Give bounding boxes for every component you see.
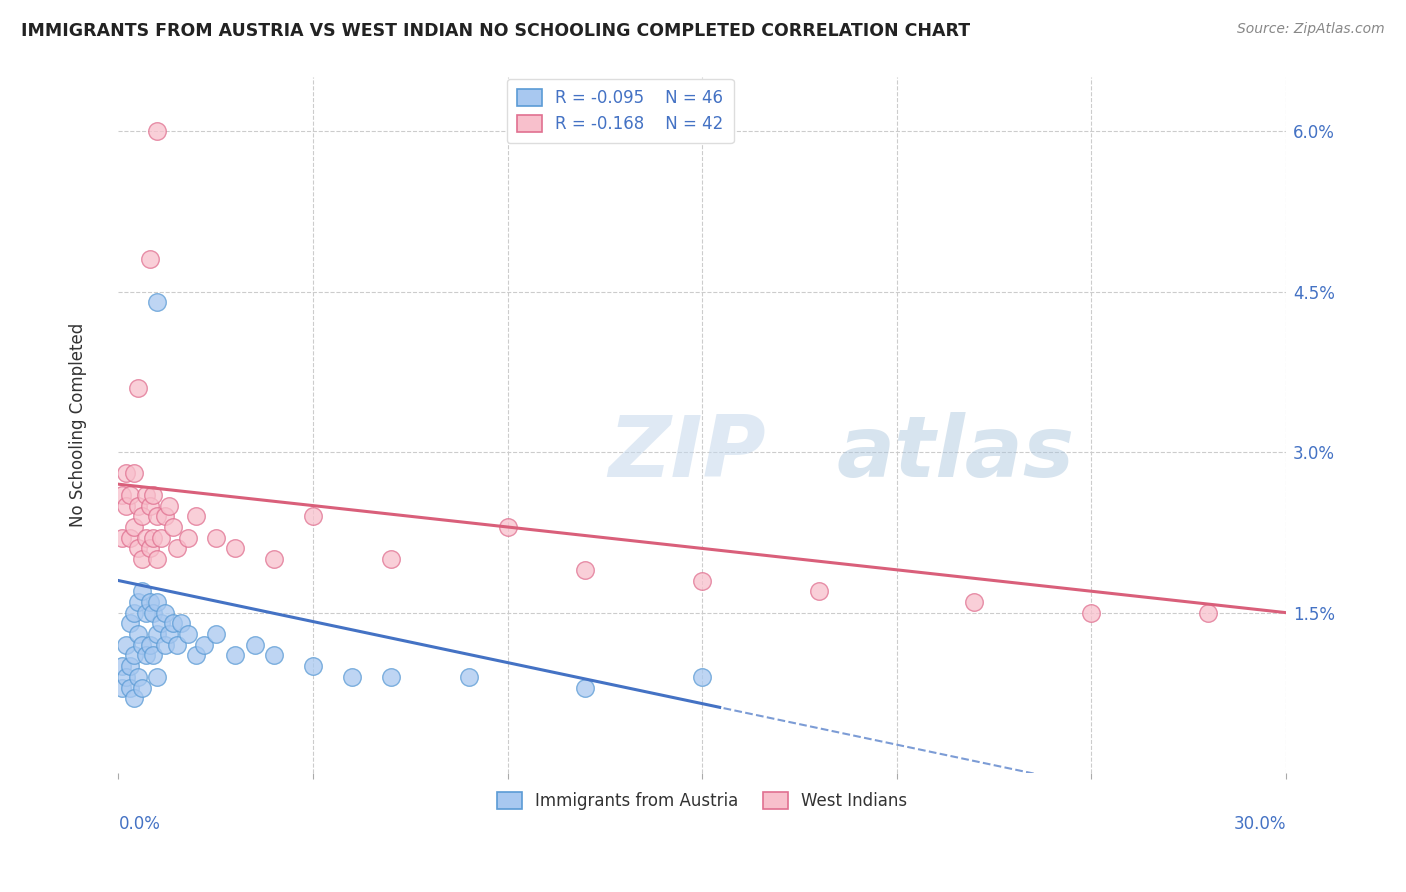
Point xyxy=(193,638,215,652)
Point xyxy=(457,670,479,684)
Point xyxy=(142,606,165,620)
Point xyxy=(127,670,149,684)
Point xyxy=(146,627,169,641)
Point xyxy=(157,499,180,513)
Point xyxy=(153,606,176,620)
Point xyxy=(122,467,145,481)
Text: ZIP: ZIP xyxy=(609,411,766,495)
Point xyxy=(115,499,138,513)
Point xyxy=(127,595,149,609)
Point xyxy=(146,509,169,524)
Point xyxy=(115,467,138,481)
Point xyxy=(166,638,188,652)
Point xyxy=(122,520,145,534)
Point xyxy=(122,648,145,663)
Point xyxy=(127,627,149,641)
Point xyxy=(380,670,402,684)
Text: atlas: atlas xyxy=(837,411,1074,495)
Point xyxy=(135,648,157,663)
Point xyxy=(127,499,149,513)
Point xyxy=(131,638,153,652)
Point xyxy=(243,638,266,652)
Point xyxy=(118,659,141,673)
Point xyxy=(111,488,134,502)
Point xyxy=(204,531,226,545)
Point xyxy=(169,616,191,631)
Point xyxy=(574,681,596,695)
Point xyxy=(146,552,169,566)
Point xyxy=(142,488,165,502)
Point xyxy=(138,499,160,513)
Point xyxy=(127,381,149,395)
Point xyxy=(135,606,157,620)
Point xyxy=(162,616,184,631)
Point xyxy=(302,659,325,673)
Point xyxy=(146,124,169,138)
Point xyxy=(186,648,208,663)
Point xyxy=(496,520,519,534)
Point xyxy=(135,531,157,545)
Point xyxy=(138,541,160,556)
Point xyxy=(186,509,208,524)
Point xyxy=(224,648,246,663)
Point xyxy=(150,616,173,631)
Point xyxy=(111,681,134,695)
Point xyxy=(177,531,200,545)
Text: IMMIGRANTS FROM AUSTRIA VS WEST INDIAN NO SCHOOLING COMPLETED CORRELATION CHART: IMMIGRANTS FROM AUSTRIA VS WEST INDIAN N… xyxy=(21,22,970,40)
Point xyxy=(204,627,226,641)
Point xyxy=(807,584,830,599)
Point xyxy=(131,509,153,524)
Point xyxy=(380,552,402,566)
Point xyxy=(150,531,173,545)
Legend: Immigrants from Austria, West Indians: Immigrants from Austria, West Indians xyxy=(489,786,914,817)
Point xyxy=(138,595,160,609)
Point xyxy=(690,670,713,684)
Point xyxy=(690,574,713,588)
Point xyxy=(1080,606,1102,620)
Point xyxy=(224,541,246,556)
Point xyxy=(118,616,141,631)
Point xyxy=(177,627,200,641)
Point xyxy=(115,670,138,684)
Point xyxy=(131,681,153,695)
Point xyxy=(118,488,141,502)
Point xyxy=(118,681,141,695)
Point xyxy=(153,509,176,524)
Point xyxy=(111,531,134,545)
Point xyxy=(263,552,285,566)
Point xyxy=(138,638,160,652)
Text: Source: ZipAtlas.com: Source: ZipAtlas.com xyxy=(1237,22,1385,37)
Point xyxy=(127,541,149,556)
Point xyxy=(115,638,138,652)
Point xyxy=(131,552,153,566)
Point xyxy=(122,691,145,706)
Point xyxy=(111,659,134,673)
Point xyxy=(340,670,363,684)
Point xyxy=(138,252,160,267)
Point xyxy=(166,541,188,556)
Point xyxy=(153,638,176,652)
Point xyxy=(122,606,145,620)
Point xyxy=(135,488,157,502)
Point xyxy=(157,627,180,641)
Point xyxy=(146,670,169,684)
Point xyxy=(146,295,169,310)
Point xyxy=(302,509,325,524)
Text: 0.0%: 0.0% xyxy=(118,815,160,833)
Point xyxy=(118,531,141,545)
Point xyxy=(146,595,169,609)
Point xyxy=(142,648,165,663)
Point xyxy=(963,595,986,609)
Text: No Schooling Completed: No Schooling Completed xyxy=(69,323,87,527)
Point xyxy=(263,648,285,663)
Point xyxy=(142,531,165,545)
Point xyxy=(574,563,596,577)
Point xyxy=(131,584,153,599)
Point xyxy=(162,520,184,534)
Point xyxy=(1197,606,1219,620)
Text: 30.0%: 30.0% xyxy=(1233,815,1286,833)
